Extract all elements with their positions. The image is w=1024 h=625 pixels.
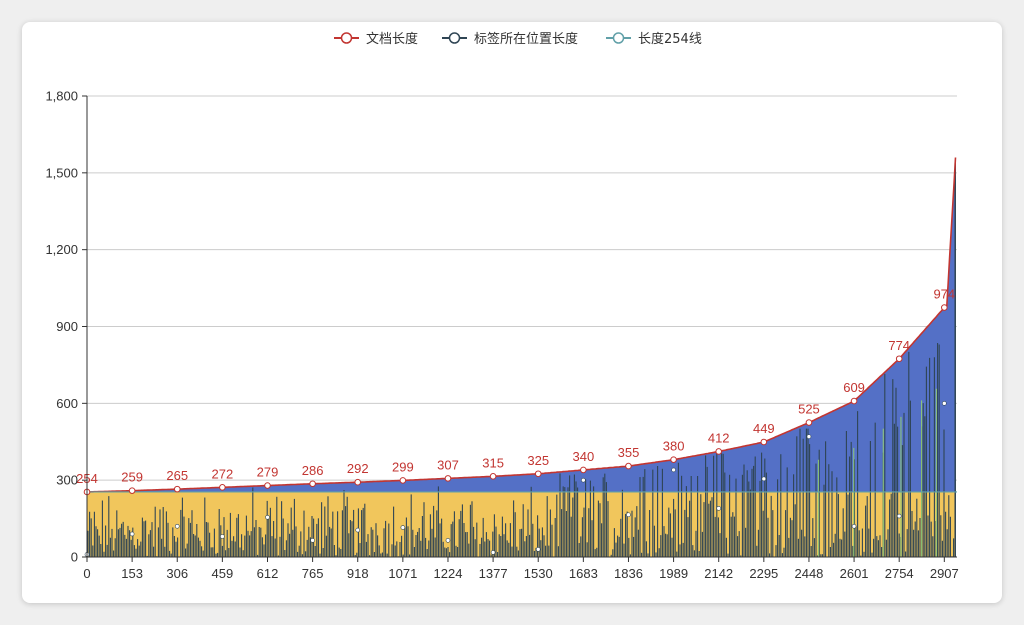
x-tick-label: 918 xyxy=(347,566,369,581)
tag-position-point xyxy=(129,531,135,537)
x-tick-label: 2907 xyxy=(930,566,959,581)
doc-length-point xyxy=(760,438,768,446)
doc-length-label: 259 xyxy=(121,470,143,485)
doc-length-label: 974 xyxy=(933,287,955,302)
legend-marker xyxy=(340,32,353,44)
tag-position-point xyxy=(490,550,496,555)
doc-length-label: 609 xyxy=(843,380,865,395)
doc-length-point xyxy=(444,475,452,482)
doc-length-point xyxy=(489,473,497,480)
tag-position-point xyxy=(220,534,225,539)
tag-position-point xyxy=(942,401,947,406)
x-tick-label: 1071 xyxy=(388,566,417,581)
doc-length-label: 292 xyxy=(347,461,369,476)
tag-position-point xyxy=(535,547,541,552)
doc-length-area xyxy=(87,157,956,557)
x-tick-label: 1683 xyxy=(569,566,598,581)
x-tick-label: 1530 xyxy=(524,566,553,581)
doc-length-point xyxy=(128,487,136,494)
tag-position-point xyxy=(851,523,857,529)
doc-length-label: 340 xyxy=(572,449,594,464)
doc-length-label: 265 xyxy=(166,468,188,483)
tag-position-point xyxy=(626,512,631,518)
doc-length-point xyxy=(625,462,632,470)
doc-length-point xyxy=(941,304,948,311)
doc-length-point xyxy=(354,478,362,486)
x-tick-label: 1836 xyxy=(614,566,643,581)
x-tick-label: 765 xyxy=(302,566,324,581)
tag-position-point xyxy=(310,538,315,543)
doc-length-label: 355 xyxy=(618,445,640,460)
x-tick-label: 306 xyxy=(166,566,188,581)
x-tick-label: 2142 xyxy=(704,566,733,581)
legend-label: 长度254线 xyxy=(638,31,702,47)
x-tick-label: 1224 xyxy=(434,566,463,581)
doc-length-label: 412 xyxy=(708,430,730,445)
legend: 文档长度 标签所在位置长度 长度254线 xyxy=(334,31,702,47)
x-tick-label: 2448 xyxy=(794,566,823,581)
x-tick-label: 612 xyxy=(257,566,279,581)
tag-position-point xyxy=(355,527,361,533)
doc-length-label: 525 xyxy=(798,402,820,417)
y-tick-label: 1,500 xyxy=(45,165,78,180)
doc-length-point xyxy=(850,397,858,405)
doc-length-label: 315 xyxy=(482,455,504,470)
doc-length-point xyxy=(805,419,813,426)
x-tick-label: 153 xyxy=(121,566,143,581)
y-tick-label: 300 xyxy=(56,473,78,488)
data-labels: 254 259 265 272 279 286 292 299 307 315 325 340 355 3… xyxy=(76,287,955,486)
y-tick-label: 900 xyxy=(56,319,78,334)
x-tick-label: 1377 xyxy=(479,566,508,581)
legend-label: 文档长度 xyxy=(366,31,418,47)
doc-length-point xyxy=(173,485,181,493)
y-tick-label: 1,800 xyxy=(45,89,78,104)
y-tick-label: 0 xyxy=(71,550,78,565)
tag-position-point xyxy=(174,523,180,529)
doc-length-point xyxy=(219,484,226,491)
doc-length-point xyxy=(670,456,677,463)
tag-position-point xyxy=(671,467,676,473)
x-tick-label: 2295 xyxy=(749,566,778,581)
tag-position-point xyxy=(806,434,812,439)
legend-label: 标签所在位置长度 xyxy=(474,31,578,47)
tag-position-point xyxy=(445,538,451,543)
x-tick-label: 459 xyxy=(212,566,234,581)
tag-position-point xyxy=(716,506,722,511)
doc-length-label: 286 xyxy=(302,463,324,478)
tag-position-point xyxy=(265,515,270,520)
tag-position-point xyxy=(896,513,902,519)
x-tick-label: 0 xyxy=(83,566,90,581)
chart-svg: 254 259 265 272 279 286 292 299 307 315 325 340 355 3… xyxy=(45,31,958,582)
y-tick-label: 1,200 xyxy=(45,242,78,257)
tag-position-point xyxy=(581,477,586,483)
data-points xyxy=(83,304,948,557)
doc-length-point xyxy=(309,480,316,488)
tag-position-bars xyxy=(87,162,956,557)
tag-position-point xyxy=(761,476,767,482)
chart-card: 254 259 265 272 279 286 292 299 307 315 325 340 355 3… xyxy=(22,22,1002,603)
doc-length-label: 299 xyxy=(392,459,414,474)
doc-length-point xyxy=(399,477,407,484)
doc-length-point xyxy=(534,470,542,478)
legend-marker xyxy=(448,32,461,44)
tag-position-point xyxy=(400,525,406,530)
doc-length-label: 380 xyxy=(663,439,685,454)
doc-length-label: 325 xyxy=(527,453,549,468)
doc-length-label: 307 xyxy=(437,457,459,472)
x-tick-label: 2601 xyxy=(840,566,869,581)
doc-length-point xyxy=(895,355,903,363)
doc-length-point xyxy=(580,466,587,474)
x-tick-label: 1989 xyxy=(659,566,688,581)
doc-length-label: 272 xyxy=(212,466,234,481)
doc-length-label: 774 xyxy=(888,338,910,353)
legend-marker xyxy=(612,32,625,44)
doc-length-label: 449 xyxy=(753,421,775,436)
doc-length-point xyxy=(264,482,271,489)
doc-length-label: 279 xyxy=(257,465,279,480)
y-tick-label: 600 xyxy=(56,396,78,411)
doc-length-point xyxy=(715,448,723,455)
x-tick-label: 2754 xyxy=(885,566,914,581)
axes: 0 300 600 900 1,200 1,500 1,800 0 153 306 459 612 76… xyxy=(45,89,958,582)
